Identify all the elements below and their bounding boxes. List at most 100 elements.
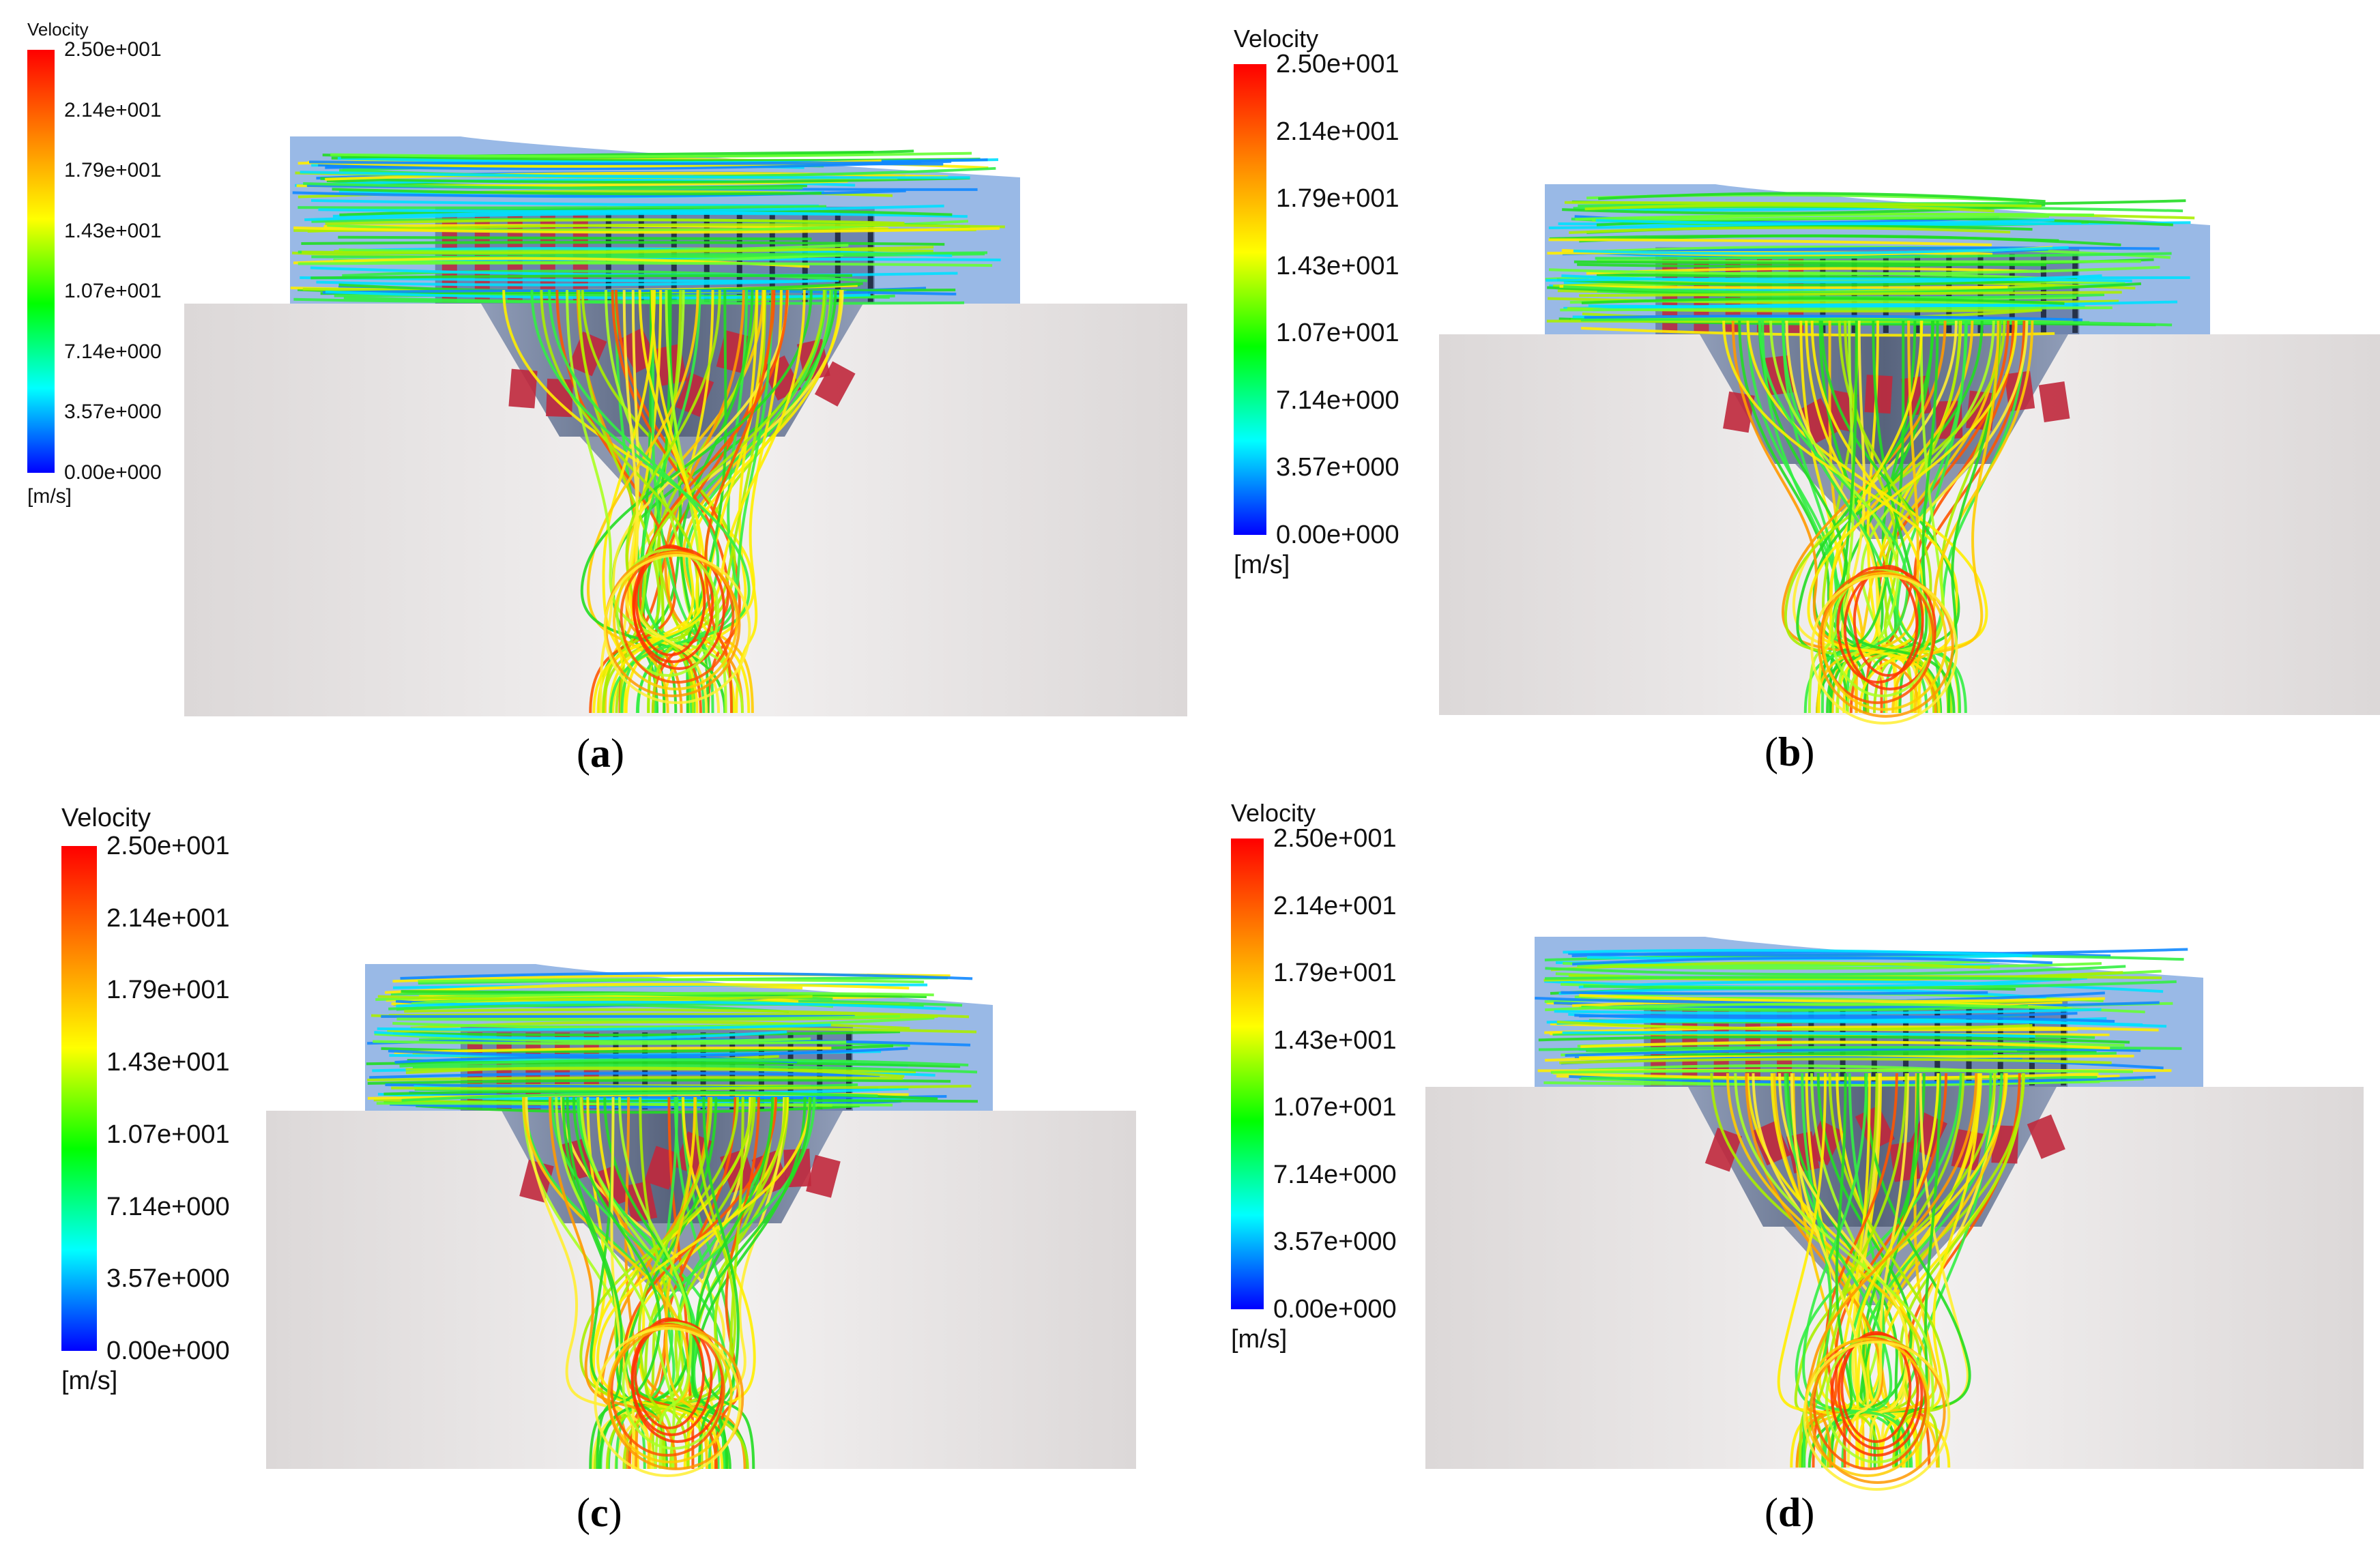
recirculation-loop: [1809, 1339, 1946, 1484]
guide-vane: [867, 213, 873, 302]
streamline: [1556, 278, 2078, 287]
panel-a: Velocity 2.50e+001 2.14e+001 1.79e+001 1.43e…: [0, 0, 1190, 776]
streamline-scene: [184, 136, 1187, 716]
legend-unit: [m/s]: [1234, 550, 1290, 579]
legend-tick-label: 7.14e+000: [64, 340, 162, 363]
streamline: [1592, 215, 2049, 222]
streamline: [325, 160, 952, 171]
streamline: [1877, 320, 2029, 714]
legend-tick-label: 2.14e+001: [1276, 117, 1399, 146]
streamline: [1595, 218, 2055, 225]
streamline: [301, 241, 945, 246]
streamline: [1900, 1073, 2025, 1468]
recirculation-loop: [1836, 566, 1919, 684]
streamline: [1550, 1069, 2134, 1074]
streamline: [418, 978, 925, 984]
panel-d: Velocity 2.50e+001 2.14e+001 1.79e+001 1.43e…: [1190, 773, 2380, 1546]
legend-tick-label: 0.00e+000: [64, 461, 162, 484]
streamline: [1538, 1035, 2130, 1044]
panel-c: Velocity 2.50e+001 2.14e+001 1.79e+001 1.43e…: [0, 773, 1190, 1546]
streamline: [399, 1058, 969, 1068]
streamline: [1563, 959, 1990, 967]
cone-blade: [1798, 398, 1839, 443]
legend-tick-label: 2.14e+001: [64, 98, 162, 121]
cone-blade: [2027, 1114, 2065, 1159]
streamline: [1880, 1073, 1982, 1468]
streamline: [1846, 320, 1945, 714]
streamline: [1578, 980, 2164, 993]
streamline: [298, 205, 827, 209]
recirculation-loop: [1820, 570, 1935, 704]
streamline: [599, 289, 789, 714]
streamline: [641, 289, 672, 714]
streamline: [330, 151, 972, 158]
streamline: [1561, 991, 1988, 995]
recirculation-loop: [1803, 1341, 1951, 1491]
legend-unit: [m/s]: [1231, 1324, 1288, 1354]
streamline: [1583, 980, 2177, 990]
cone-blade: [2038, 381, 2070, 423]
streamline: [1548, 265, 2160, 276]
cone-blade: [1704, 1127, 1743, 1172]
legend-tick-label: 1.07e+001: [106, 1120, 230, 1149]
streamline: [1568, 948, 2188, 957]
legend-tick-label: 2.14e+001: [106, 903, 230, 933]
recirculation-loop: [620, 550, 735, 684]
legend-tick-label: 3.57e+000: [64, 400, 162, 424]
streamline: [1564, 201, 2042, 208]
recirculation-loop: [1830, 1334, 1924, 1457]
streamline: [1584, 203, 1994, 213]
streamline: [1554, 1008, 2102, 1015]
guide-vane: [729, 1032, 736, 1109]
streamline: [307, 223, 1005, 233]
streamline: [400, 972, 973, 980]
recirculation-loop: [1843, 568, 1936, 690]
streamline: [1548, 238, 1992, 246]
legend-unit: [m/s]: [61, 1366, 118, 1395]
streamline: [1593, 303, 2085, 312]
recirculation-loop: [1840, 1331, 1912, 1443]
streamline: [1777, 1073, 1863, 1468]
streamline: [416, 1104, 860, 1114]
cone-blade: [508, 368, 538, 409]
streamline: [339, 208, 953, 216]
guide-vane: [671, 1032, 677, 1109]
legend-tick-label: 7.14e+000: [1273, 1160, 1397, 1189]
legend-tick-label: 2.50e+001: [1276, 50, 1399, 78]
streamline: [1545, 1002, 2145, 1014]
streamline: [1545, 965, 2126, 976]
recirculation-loop: [1817, 573, 1954, 718]
legend-tick-label: 1.79e+001: [106, 976, 230, 1005]
streamline: [304, 212, 968, 222]
streamline: [300, 171, 970, 179]
streamline: [310, 199, 819, 207]
legend-tick-label: 1.79e+001: [1273, 959, 1397, 988]
guide-vane: [613, 1032, 619, 1109]
panel-caption: (a): [577, 731, 624, 776]
streamline: [1563, 948, 2033, 957]
streamline: [1545, 976, 2072, 981]
legend-tick-label: 3.57e+000: [106, 1264, 230, 1294]
cone-blade: [1723, 391, 1755, 433]
streamline: [1559, 1058, 2112, 1064]
streamline-scene: [266, 964, 1136, 1477]
streamline: [332, 188, 822, 196]
streamline: [318, 204, 944, 213]
legend-tick-label: 0.00e+000: [1273, 1295, 1397, 1324]
legend-tick-label: 7.14e+000: [1276, 385, 1399, 415]
streamline: [1814, 1073, 1908, 1468]
streamline: [1784, 320, 2006, 714]
streamline: [1807, 320, 2018, 714]
streamline: [1581, 1004, 2029, 1012]
streamline: [1565, 1047, 2141, 1058]
streamline: [396, 1015, 901, 1021]
streamline: [388, 1047, 908, 1058]
streamline: [1579, 1014, 2115, 1023]
legend-tick-label: 1.43e+001: [1273, 1025, 1397, 1055]
legend-title: Velocity: [1231, 799, 1316, 827]
recirculation-loop: [594, 1327, 742, 1477]
streamline: [388, 1012, 901, 1017]
legend-title: Velocity: [1234, 25, 1319, 53]
legend-unit: [m/s]: [27, 485, 72, 508]
legend-tick-label: 3.57e+000: [1273, 1227, 1397, 1257]
